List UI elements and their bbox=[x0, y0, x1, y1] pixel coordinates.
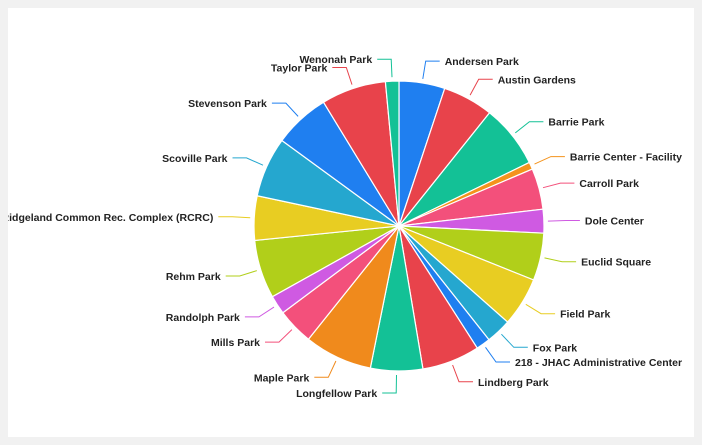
leader-line-fox-park bbox=[501, 333, 528, 348]
leader-line-austin-gardens bbox=[469, 78, 493, 96]
chart-panel: Andersen Park Austin Gardens Barrie Park Ba… bbox=[8, 8, 694, 437]
slice-label-taylor-park: Taylor Park bbox=[271, 63, 328, 75]
slice-label-dole-center: Dole Center bbox=[585, 216, 644, 228]
leader-line-218-jhac-administrative-center bbox=[485, 347, 510, 363]
leader-line-mills-park bbox=[265, 329, 293, 343]
leader-line-ridgeland-common-rec-complex-rcrc bbox=[218, 216, 251, 219]
slice-label-randolph-park: Randolph Park bbox=[166, 312, 240, 324]
slice-label-barrie-park: Barrie Park bbox=[548, 117, 604, 129]
slice-label-lindberg-park: Lindberg Park bbox=[478, 377, 549, 389]
slice-wenonah-park[interactable] bbox=[384, 80, 400, 227]
leader-line-taylor-park bbox=[332, 67, 353, 85]
pie-chart: Andersen Park Austin Gardens Barrie Park Ba… bbox=[8, 54, 682, 400]
leader-line-field-park bbox=[525, 303, 556, 315]
slice-label-field-park: Field Park bbox=[560, 309, 610, 321]
leader-line-wenonah-park bbox=[377, 58, 393, 78]
slice-label-carroll-park: Carroll Park bbox=[579, 178, 639, 190]
leader-line-barrie-center-facility bbox=[534, 156, 565, 165]
slice-label-scoville-park: Scoville Park bbox=[162, 153, 228, 165]
leader-line-stevenson-park bbox=[271, 102, 299, 117]
slice-label-euclid-square: Euclid Square bbox=[581, 257, 651, 269]
leader-line-rehm-park bbox=[225, 270, 257, 277]
slice-label-stevenson-park: Stevenson Park bbox=[188, 98, 267, 110]
slice-label-rehm-park: Rehm Park bbox=[166, 271, 221, 283]
leader-line-carroll-park bbox=[542, 182, 575, 189]
leader-line-randolph-park bbox=[244, 306, 275, 318]
slice-label-andersen-park: Andersen Park bbox=[445, 56, 519, 68]
leader-line-scoville-park bbox=[232, 157, 264, 166]
leader-line-euclid-square bbox=[544, 257, 577, 263]
leader-line-andersen-park bbox=[422, 60, 440, 79]
slice-label-longfellow-park: Longfellow Park bbox=[296, 388, 377, 400]
leader-line-maple-park bbox=[314, 360, 337, 378]
slice-label-wenonah-park: Wenonah Park bbox=[299, 54, 372, 66]
leader-line-dole-center bbox=[547, 220, 580, 222]
leader-line-longfellow-park bbox=[382, 374, 397, 394]
leader-line-barrie-park bbox=[514, 121, 544, 134]
leader-line-lindberg-park bbox=[452, 364, 473, 383]
slice-label-mills-park: Mills Park bbox=[211, 337, 260, 349]
slice-label-fox-park: Fox Park bbox=[533, 342, 578, 354]
slice-label-218-jhac-administrative-center: 218 - JHAC Administrative Center bbox=[515, 357, 682, 369]
slice-label-barrie-center-facility: Barrie Center - Facility bbox=[570, 152, 682, 164]
slice-label-austin-gardens: Austin Gardens bbox=[498, 74, 576, 86]
slice-label-ridgeland-common-rec-complex-rcrc: Ridgeland Common Rec. Complex (RCRC) bbox=[8, 212, 213, 224]
slice-label-maple-park: Maple Park bbox=[254, 372, 310, 384]
